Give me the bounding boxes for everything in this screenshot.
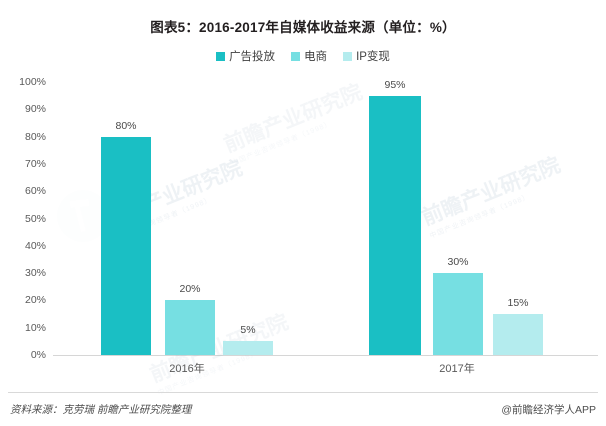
footer: 资料来源：克劳瑞 前瞻产业研究院整理 @前瞻经济学人APP <box>10 399 596 419</box>
chart-legend: 广告投放 电商 IP变现 <box>0 48 606 64</box>
bar-value-label: 15% <box>507 297 529 310</box>
bar-value-label: 30% <box>447 256 469 269</box>
bar-group-2016: 80% 20% 5% <box>97 82 317 355</box>
footer-divider <box>8 392 598 393</box>
y-axis-tick: 100% <box>19 76 46 88</box>
legend-swatch-icon <box>216 51 226 61</box>
bar-value-label: 20% <box>179 283 201 296</box>
y-axis: 100% 90% 80% 70% 60% 50% 40% 30% 20% 10%… <box>0 72 50 362</box>
bar-2017-ad-placement[interactable]: 95% <box>369 79 421 355</box>
bar-2016-ad-placement[interactable]: 80% <box>101 120 151 355</box>
bar-value-label: 95% <box>384 78 406 91</box>
y-axis-tick: 90% <box>24 103 46 116</box>
legend-label: 电商 <box>304 51 328 63</box>
bar-2017-ecommerce[interactable]: 30% <box>433 256 483 355</box>
legend-label: IP变现 <box>356 51 390 63</box>
bar-value-label: 80% <box>115 119 137 132</box>
x-axis-tick-2017: 2017年 <box>439 363 475 375</box>
y-axis-tick: 30% <box>24 267 46 280</box>
legend-swatch-icon <box>343 51 353 61</box>
plot-wrapper: 100% 90% 80% 70% 60% 50% 40% 30% 20% 10%… <box>0 72 606 397</box>
legend-label: 广告投放 <box>229 51 276 63</box>
footer-brand-text: @前瞻经济学人APP <box>501 403 596 416</box>
y-axis-tick: 50% <box>24 212 46 225</box>
y-axis-tick: 70% <box>24 157 46 170</box>
y-axis-tick: 20% <box>24 294 46 307</box>
y-axis-tick: 0% <box>30 349 46 361</box>
legend-item-ad-placement[interactable]: 广告投放 <box>216 48 275 64</box>
bar-2017-ip-monetization[interactable]: 15% <box>493 297 543 355</box>
y-axis-tick: 10% <box>24 321 46 334</box>
bar-2016-ip-monetization[interactable]: 5% <box>223 324 273 355</box>
plot-area: 前瞻产业研究院 中国产业咨询领导者（1998） 前瞻产业研究院 中国产业咨询领导… <box>53 79 598 397</box>
y-axis-tick: 40% <box>24 239 46 252</box>
y-axis-tick: 60% <box>24 185 46 198</box>
bar-2016-ecommerce[interactable]: 20% <box>165 283 215 355</box>
chart-title: 图表5：2016-2017年自媒体收益来源（单位：%） <box>150 20 456 35</box>
legend-item-ip-monetization[interactable]: IP变现 <box>343 48 390 64</box>
legend-item-ecommerce[interactable]: 电商 <box>291 48 327 64</box>
y-axis-tick: 80% <box>24 130 46 143</box>
footer-source-text: 资料来源：克劳瑞 前瞻产业研究院整理 <box>10 403 192 416</box>
x-axis: 2016年 2017年 <box>53 358 598 378</box>
x-axis-tick-2016: 2016年 <box>169 363 205 375</box>
bar-group-2017: 95% 30% 15% <box>365 79 585 355</box>
bar-value-label: 5% <box>240 324 256 337</box>
legend-swatch-icon <box>291 51 301 61</box>
